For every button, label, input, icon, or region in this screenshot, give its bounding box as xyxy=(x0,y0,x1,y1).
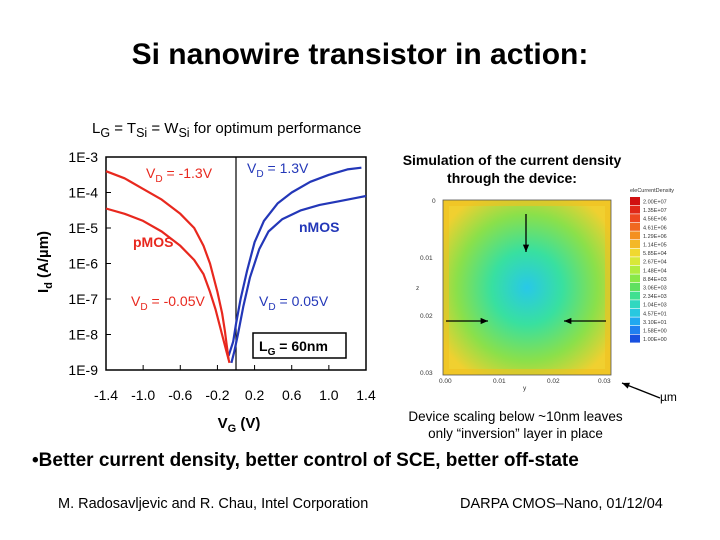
sim-legend-value: 1.04E+03 xyxy=(643,303,667,309)
sim-x-tick: 0.02 xyxy=(547,378,560,385)
sim-legend-swatch xyxy=(630,308,640,317)
sim-legend-swatch xyxy=(630,283,640,291)
sim-legend-swatch xyxy=(630,240,640,248)
sim-legend-value: 3.06E+03 xyxy=(643,286,667,292)
label-vd-nmos-low: VD = 0.05V xyxy=(259,293,329,313)
sim-legend-swatch xyxy=(630,214,640,223)
sim-legend-swatch xyxy=(630,317,640,326)
nmos-curve-vd-1p3 xyxy=(227,166,362,357)
x-tick-label: 1.4 xyxy=(356,387,376,403)
y-tick-label: 1E-3 xyxy=(68,149,98,165)
x-tick-label: 1.0 xyxy=(319,387,339,403)
label-nmos: nMOS xyxy=(299,219,339,235)
x-tick-label: 0.2 xyxy=(245,387,265,403)
current-density-map xyxy=(443,200,611,375)
sim-legend-value: 5.85E+04 xyxy=(643,251,667,257)
x-axis-label: VG (V) xyxy=(218,415,261,435)
x-tick-label: -0.2 xyxy=(205,387,229,403)
sim-legend-value: 4.56E+06 xyxy=(643,217,667,223)
footer-event: DARPA CMOS–Nano, 01/12/04 xyxy=(460,496,663,512)
simulation-caption: Simulation of the current density throug… xyxy=(402,152,622,186)
label-vd-nmos-high: VD = 1.3V xyxy=(247,160,309,180)
arrow-right-head xyxy=(564,317,572,325)
sim-legend-value: 1.48E+04 xyxy=(643,268,667,274)
arrow-unit-head xyxy=(622,382,630,389)
sim-legend-swatch xyxy=(630,265,640,274)
scaling-note: Device scaling below ~10nm leaves only “… xyxy=(408,409,623,441)
sim-legend-swatch xyxy=(630,257,640,266)
sim-legend-swatch xyxy=(630,231,640,240)
sim-y-tick: 0.02 xyxy=(420,313,433,320)
x-tick-label: 0.6 xyxy=(282,387,302,403)
map-frame xyxy=(442,199,612,376)
sim-legend-swatch xyxy=(630,248,640,257)
sim-legend-value: 1.29E+06 xyxy=(643,234,667,240)
label-vd-pmos-low: VD = -0.05V xyxy=(131,293,205,313)
sim-z-label: z xyxy=(416,285,419,292)
sim-legend-value: 4.57E+01 xyxy=(643,311,667,317)
summary-bullet: •Better current density, better control … xyxy=(32,450,579,471)
sim-legend-value: 2.00E+07 xyxy=(643,200,667,206)
sim-legend-value: 8.84E+03 xyxy=(643,277,667,283)
sim-legend-swatch xyxy=(630,291,640,300)
sim-legend-value: 1.14E+05 xyxy=(643,243,667,249)
y-tick-label: 1E-4 xyxy=(68,185,98,201)
x-tick-label: -1.4 xyxy=(94,387,118,403)
y-tick-label: 1E-8 xyxy=(68,327,98,343)
arrow-top-head xyxy=(522,244,530,252)
y-tick-label: 1E-5 xyxy=(68,220,98,236)
sim-legend-swatch xyxy=(630,326,640,334)
pmos-curve-vd-neg1p3 xyxy=(105,170,230,360)
y-tick-label: 1E-9 xyxy=(68,362,98,378)
sim-legend-swatch xyxy=(630,334,640,343)
sim-y-tick: 0 xyxy=(432,198,436,205)
sim-legend-swatch xyxy=(630,205,640,214)
sim-legend-value: 1.35E+07 xyxy=(643,208,667,214)
arrow-left-head xyxy=(480,317,488,325)
sim-x-tick: 0.00 xyxy=(439,378,452,385)
sim-legend-value: 1.58E+00 xyxy=(643,329,667,335)
sim-x-label: y xyxy=(523,385,527,392)
simulation-plot: 0 0.01 0.02 0.03 z 0.00 0.01 0.02 0.03 y eleCurren… xyxy=(416,188,674,399)
footer-authors: M. Radosavljevic and R. Chau, Intel Corp… xyxy=(58,496,369,512)
micron-unit-label: µm xyxy=(660,390,677,404)
nmos-curve-vd-0p05 xyxy=(230,194,367,364)
pmos-curve-vd-neg0p05 xyxy=(105,207,231,364)
sim-legend-value: 1.00E+00 xyxy=(643,337,667,343)
sim-legend-value: 4.61E+06 xyxy=(643,225,667,231)
sim-legend-swatch xyxy=(630,300,640,309)
sim-legend-swatch xyxy=(630,222,640,231)
sim-legend-value: 2.34E+03 xyxy=(643,294,667,300)
sim-x-tick: 0.03 xyxy=(598,378,611,385)
sim-legend-title: eleCurrentDensity xyxy=(630,188,674,194)
y-tick-label: 1E-6 xyxy=(68,256,98,272)
slide-title: Si nanowire transistor in action: xyxy=(131,38,589,71)
design-constraint: LG = TSi = WSi for optimum performance xyxy=(92,120,362,140)
y-tick-label: 1E-7 xyxy=(68,291,98,307)
edge-band xyxy=(443,200,611,375)
label-vd-pmos-high: VD = -1.3V xyxy=(146,165,213,185)
sim-legend-swatch xyxy=(630,197,640,205)
sim-x-tick: 0.01 xyxy=(493,378,506,385)
label-gate-length: LG = 60nm xyxy=(259,338,328,358)
sim-y-tick: 0.03 xyxy=(420,370,433,377)
y-axis-label: Id (A/µm) xyxy=(35,231,55,293)
x-tick-label: -1.0 xyxy=(131,387,155,403)
sim-legend-swatch xyxy=(630,274,640,283)
label-pmos: pMOS xyxy=(133,234,173,250)
sim-legend-value: 3.10E+01 xyxy=(643,320,667,326)
x-tick-label: -0.6 xyxy=(168,387,192,403)
sim-legend-value: 2.67E+04 xyxy=(643,260,667,266)
sim-y-tick: 0.01 xyxy=(420,255,433,262)
gate-length-box xyxy=(252,332,347,359)
